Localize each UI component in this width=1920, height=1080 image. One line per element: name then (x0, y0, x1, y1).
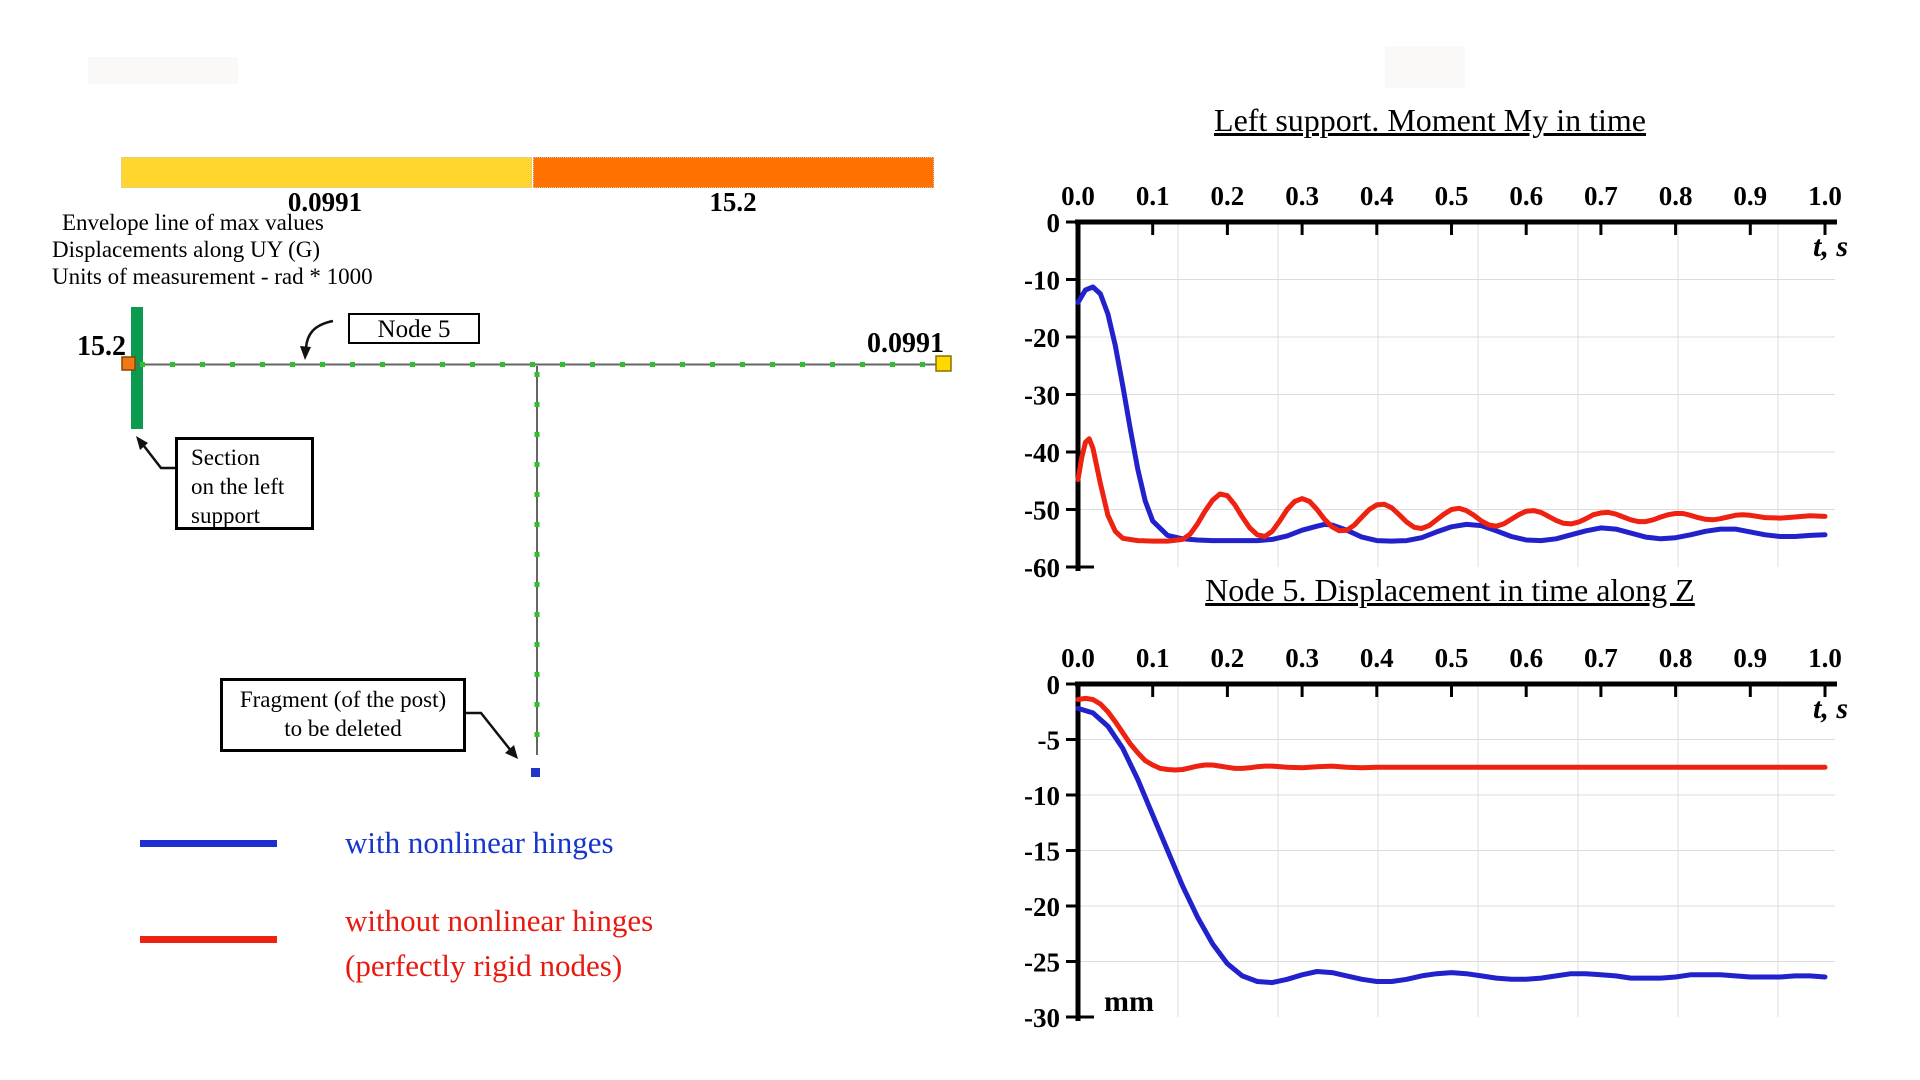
fragment-label-box: Fragment (of the post) to be deleted (220, 678, 466, 752)
svg-text:t, s: t, s (1813, 692, 1848, 725)
svg-text:-25: -25 (1024, 948, 1060, 978)
svg-text:0.6: 0.6 (1509, 181, 1543, 211)
svg-text:-60: -60 (1024, 553, 1060, 583)
svg-text:0.9: 0.9 (1733, 181, 1767, 211)
section-arrow-line (143, 445, 175, 470)
post-end-dot (531, 768, 540, 777)
svg-text:0.3: 0.3 (1285, 643, 1319, 673)
section-label-line-3: support (191, 503, 260, 528)
svg-text:0.0: 0.0 (1061, 181, 1095, 211)
svg-text:0: 0 (1047, 670, 1061, 700)
svg-text:-20: -20 (1024, 892, 1060, 922)
svg-text:0.8: 0.8 (1659, 643, 1693, 673)
fragment-label-line-2: to be deleted (284, 716, 402, 741)
svg-text:-10: -10 (1024, 781, 1060, 811)
legend-label-without-hinges: without nonlinear hinges (perfectly rigi… (345, 898, 653, 988)
section-label-line-2: on the left (191, 474, 285, 499)
node5-label-box: Node 5 (348, 313, 480, 344)
svg-text:0.1: 0.1 (1136, 643, 1170, 673)
info-line-1: Envelope line of max values (62, 210, 324, 235)
svg-text:-15: -15 (1024, 837, 1060, 867)
legend-label-without-hinges-line-1: without nonlinear hinges (345, 903, 654, 938)
moment-chart-title: Left support. Moment My in time (1214, 102, 1646, 138)
svg-text:-30: -30 (1024, 381, 1060, 411)
info-line-3: Units of measurement - rad * 1000 (52, 264, 373, 289)
colorbar-orange-value: 15.2 (709, 187, 757, 217)
svg-text:0.4: 0.4 (1360, 181, 1394, 211)
ghost-toolbar-artifact (1385, 46, 1465, 88)
svg-text:-50: -50 (1024, 496, 1060, 526)
fragment-arrowhead-icon (505, 745, 518, 759)
svg-text:1.0: 1.0 (1808, 643, 1842, 673)
legend-swatch-red (140, 936, 277, 943)
svg-text:0.7: 0.7 (1584, 181, 1618, 211)
displacement-chart: 0.0 0.1 0.2 0.3 0.4 0.5 0.6 0.7 0.8 0.9 1.0 0 -5 -10 -… (1024, 643, 1848, 1033)
colorbar-yellow-value: 0.0991 (287, 187, 363, 217)
svg-text:0.2: 0.2 (1211, 181, 1245, 211)
svg-text:-30: -30 (1024, 1003, 1060, 1033)
section-label-line-1: Section (191, 445, 260, 470)
svg-text:0.3: 0.3 (1285, 181, 1319, 211)
svg-text:0.8: 0.8 (1659, 181, 1693, 211)
svg-text:mm: mm (1104, 985, 1154, 1018)
section-arrowhead-icon (136, 436, 148, 450)
svg-text:-20: -20 (1024, 323, 1060, 353)
svg-text:0.6: 0.6 (1509, 643, 1543, 673)
svg-text:0.5: 0.5 (1435, 181, 1469, 211)
svg-text:0.5: 0.5 (1435, 643, 1469, 673)
colorbar-segment-orange (533, 157, 934, 188)
svg-text:-40: -40 (1024, 438, 1060, 468)
colorbar-segment-yellow (121, 157, 532, 188)
moment-chart: 0.0 0.1 0.2 0.3 0.4 0.5 0.6 0.7 0.8 0.9 1.0 0 -10 -20… (1024, 181, 1848, 583)
svg-text:1.0: 1.0 (1808, 181, 1842, 211)
svg-text:0.4: 0.4 (1360, 643, 1394, 673)
legend-swatch-blue (140, 840, 277, 847)
left-end-marker (121, 356, 136, 371)
section-label-box: Section on the left support (175, 437, 314, 530)
envelope-info-block: Envelope line of max values Displacement… (52, 209, 373, 290)
svg-text:0: 0 (1047, 208, 1061, 238)
svg-text:0.1: 0.1 (1136, 181, 1170, 211)
ghost-toolbar-artifact (88, 57, 238, 84)
fragment-label-line-1: Fragment (of the post) (239, 687, 447, 712)
right-end-value: 0.0991 (867, 328, 944, 359)
svg-text:0.0: 0.0 (1061, 643, 1095, 673)
node5-arrowhead-icon (300, 346, 311, 360)
info-line-2: Displacements along UY (G) (52, 237, 321, 262)
svg-text:0.9: 0.9 (1733, 643, 1767, 673)
legend-label-with-hinges: with nonlinear hinges (345, 825, 614, 860)
legend-label-without-hinges-line-2: (perfectly rigid nodes) (345, 948, 623, 983)
svg-text:0.2: 0.2 (1211, 643, 1245, 673)
svg-text:t, s: t, s (1813, 230, 1848, 263)
fragment-arrow-line (465, 711, 513, 753)
right-end-marker (935, 355, 952, 372)
svg-text:0.7: 0.7 (1584, 643, 1618, 673)
svg-text:-5: -5 (1038, 726, 1061, 756)
left-support-value: 15.2 (77, 331, 126, 362)
left-support-bar (131, 307, 143, 429)
node5-arrow-line (304, 319, 334, 349)
displacement-chart-title: Node 5. Displacement in time along Z (1205, 572, 1695, 608)
structure-scheme (121, 307, 952, 777)
svg-text:-10: -10 (1024, 266, 1060, 296)
